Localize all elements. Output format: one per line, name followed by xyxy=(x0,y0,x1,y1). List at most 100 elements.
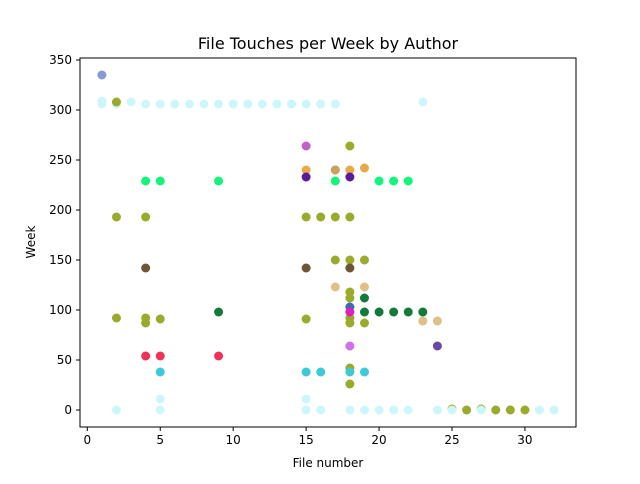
data-point xyxy=(345,318,355,328)
y-tick-label: 250 xyxy=(49,153,72,167)
data-point xyxy=(403,405,413,415)
data-point xyxy=(301,367,311,377)
data-point xyxy=(214,176,224,186)
data-point xyxy=(155,394,165,404)
y-tick-label: 0 xyxy=(64,403,72,417)
data-point xyxy=(316,367,326,377)
data-point xyxy=(301,212,311,222)
y-tick-label: 100 xyxy=(49,303,72,317)
data-point xyxy=(141,351,151,361)
data-point xyxy=(155,405,165,415)
data-point xyxy=(155,314,165,324)
data-point xyxy=(170,99,180,109)
data-point xyxy=(359,318,369,328)
y-tick-label: 300 xyxy=(49,103,72,117)
data-point xyxy=(345,379,355,389)
data-point xyxy=(359,293,369,303)
data-point xyxy=(389,405,399,415)
data-point xyxy=(520,405,530,415)
data-point xyxy=(301,263,311,273)
data-point xyxy=(535,405,545,415)
data-point xyxy=(214,307,224,317)
data-point xyxy=(155,351,165,361)
data-point xyxy=(374,307,384,317)
data-point xyxy=(184,99,194,109)
data-point xyxy=(199,99,209,109)
x-tick-label: 0 xyxy=(83,433,91,447)
data-point xyxy=(345,255,355,265)
data-point xyxy=(141,99,151,109)
data-point xyxy=(462,405,472,415)
data-point xyxy=(243,99,253,109)
data-point xyxy=(345,141,355,151)
data-point xyxy=(301,314,311,324)
data-point xyxy=(432,341,442,351)
data-point xyxy=(345,341,355,351)
data-point xyxy=(155,367,165,377)
data-point xyxy=(345,367,355,377)
y-axis-label: Week xyxy=(24,226,38,259)
data-point xyxy=(330,282,340,292)
data-point xyxy=(301,172,311,182)
data-point xyxy=(214,99,224,109)
data-point xyxy=(141,318,151,328)
data-point xyxy=(345,405,355,415)
data-point xyxy=(345,293,355,303)
data-point xyxy=(330,165,340,175)
data-point xyxy=(214,351,224,361)
y-tick-label: 150 xyxy=(49,253,72,267)
data-point xyxy=(257,99,267,109)
data-point xyxy=(330,176,340,186)
data-point xyxy=(491,405,501,415)
data-point xyxy=(272,99,282,109)
data-point xyxy=(403,176,413,186)
x-axis-label: File number xyxy=(293,456,364,470)
data-point xyxy=(432,405,442,415)
x-tick-label: 30 xyxy=(517,433,532,447)
points-layer xyxy=(97,70,559,415)
data-point xyxy=(476,405,486,415)
data-point xyxy=(330,99,340,109)
data-point xyxy=(359,255,369,265)
data-point xyxy=(505,405,515,415)
x-tick-label: 10 xyxy=(226,433,241,447)
data-point xyxy=(432,316,442,326)
data-point xyxy=(111,212,121,222)
data-point xyxy=(418,97,428,107)
data-point xyxy=(155,176,165,186)
data-point xyxy=(316,212,326,222)
data-point xyxy=(359,282,369,292)
x-tick-label: 20 xyxy=(371,433,386,447)
data-point xyxy=(359,163,369,173)
data-point xyxy=(549,405,559,415)
axes-frame xyxy=(79,57,577,428)
data-point xyxy=(316,99,326,109)
data-point xyxy=(374,405,384,415)
data-point xyxy=(330,212,340,222)
plot-area xyxy=(80,58,576,427)
x-tick-label: 25 xyxy=(444,433,459,447)
data-point xyxy=(155,99,165,109)
data-point xyxy=(345,172,355,182)
data-point xyxy=(316,405,326,415)
data-point xyxy=(447,405,457,415)
data-point xyxy=(345,307,355,317)
x-tick-label: 5 xyxy=(156,433,164,447)
data-point xyxy=(389,307,399,317)
plot-background xyxy=(80,58,576,427)
data-point xyxy=(345,263,355,273)
data-point xyxy=(111,97,121,107)
data-point xyxy=(228,99,238,109)
data-point xyxy=(97,70,107,80)
data-point xyxy=(359,367,369,377)
y-tick-label: 50 xyxy=(57,353,72,367)
data-point xyxy=(359,307,369,317)
data-point xyxy=(374,176,384,186)
data-point xyxy=(111,313,121,323)
data-point xyxy=(301,99,311,109)
x-tick-label: 15 xyxy=(298,433,313,447)
data-point xyxy=(301,141,311,151)
data-point xyxy=(389,176,399,186)
